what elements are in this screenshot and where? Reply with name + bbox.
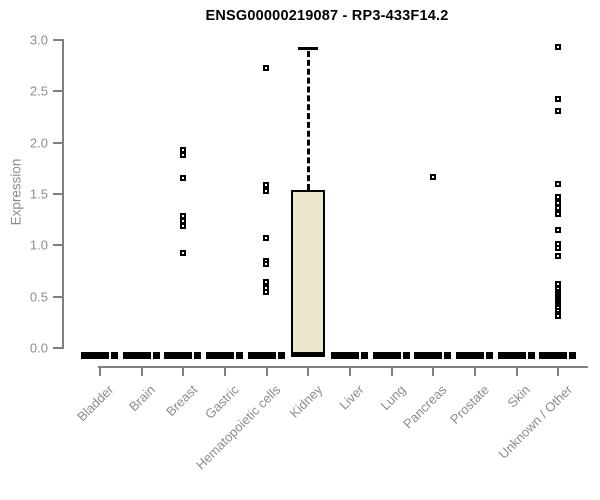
flat-box-at-zero	[81, 352, 109, 359]
y-axis-tick	[53, 244, 62, 247]
outlier-point	[554, 252, 561, 259]
x-axis-tick	[99, 368, 101, 376]
outlier-point	[179, 212, 186, 219]
y-axis-line	[62, 39, 64, 349]
flat-box-cap	[360, 352, 368, 359]
outlier-point	[554, 313, 561, 320]
outlier-point	[179, 249, 186, 256]
outlier-point	[554, 95, 561, 102]
flat-box-cap	[235, 352, 243, 359]
y-axis-tick	[53, 295, 62, 298]
outlier-point	[263, 64, 270, 71]
x-axis-tick	[265, 368, 268, 376]
x-tick-label: Prostate	[446, 382, 492, 427]
x-axis-line	[98, 366, 588, 368]
y-tick-label: 0.5	[29, 289, 48, 305]
chart-title: ENSG00000219087 - RP3-433F14.2	[205, 8, 449, 24]
flat-box-at-zero	[164, 352, 193, 359]
flat-box-cap	[152, 352, 160, 359]
x-axis-tick	[390, 368, 393, 376]
flat-box-at-zero	[122, 352, 151, 359]
flat-box-at-zero	[205, 352, 234, 359]
outlier-point	[263, 235, 270, 242]
x-axis-tick	[223, 368, 226, 376]
outlier-point	[179, 174, 186, 181]
outlier-point	[263, 288, 270, 295]
flat-box-cap	[402, 352, 410, 359]
flat-box-at-zero	[247, 352, 276, 359]
x-axis-tick	[557, 368, 560, 376]
x-tick-label: Lung	[377, 382, 409, 414]
x-tick-label: Breast	[162, 382, 200, 420]
outlier-point	[429, 173, 436, 180]
flat-box-at-zero	[414, 352, 443, 359]
x-axis-tick	[348, 368, 351, 376]
y-axis-tick	[53, 141, 62, 144]
x-tick-label: Gastric	[201, 382, 242, 422]
outlier-point	[554, 226, 561, 233]
outlier-point	[554, 200, 561, 207]
y-tick-label: 2.5	[29, 83, 48, 99]
flat-box-at-zero	[497, 352, 526, 359]
flat-box-cap	[111, 352, 118, 359]
whisker-cap	[298, 47, 319, 51]
y-tick-label: 0.0	[29, 340, 48, 356]
outlier-point	[554, 180, 561, 187]
y-tick-label: 1.5	[29, 186, 48, 202]
outlier-point	[554, 245, 561, 252]
outlier-point	[179, 217, 186, 224]
x-tick-label: Pancreas	[400, 382, 450, 432]
y-axis-tick	[53, 193, 62, 195]
outlier-point	[263, 187, 270, 194]
y-tick-label: 1.0	[29, 237, 48, 253]
flat-box-at-zero	[372, 352, 401, 359]
outlier-point	[554, 44, 561, 51]
outlier-point	[179, 151, 186, 158]
x-axis-tick	[515, 368, 518, 376]
x-axis-tick	[473, 368, 476, 376]
x-tick-label: Unknown / Other	[495, 382, 575, 462]
outlier-point	[554, 194, 561, 201]
box-body	[291, 189, 326, 357]
x-tick-label: Bladder	[74, 382, 117, 425]
flat-box-at-zero	[539, 352, 568, 359]
x-tick-label: Brain	[126, 382, 159, 415]
y-axis-tick	[53, 347, 62, 349]
flat-box-at-zero	[455, 352, 484, 359]
outlier-point	[179, 146, 186, 153]
outlier-point	[554, 205, 561, 212]
upper-whisker	[306, 51, 310, 190]
x-axis-tick	[307, 368, 310, 376]
outlier-point	[554, 210, 561, 217]
y-tick-label: 2.0	[29, 135, 48, 151]
flat-box-at-zero	[330, 352, 359, 359]
x-tick-label: Liver	[336, 382, 367, 413]
outlier-point	[263, 260, 270, 267]
y-tick-label: 3.0	[29, 32, 48, 48]
x-tick-label: Kidney	[286, 382, 325, 421]
x-axis-tick	[140, 368, 143, 376]
flat-box-cap	[277, 352, 285, 359]
x-tick-label: Skin	[504, 382, 534, 411]
flat-box-cap	[569, 352, 577, 359]
y-axis-tick	[53, 90, 62, 93]
outlier-point	[263, 181, 270, 188]
outlier-point	[554, 107, 561, 114]
flat-box-cap	[527, 352, 535, 359]
flat-box-cap	[194, 352, 202, 359]
y-axis-tick	[53, 39, 62, 41]
outlier-point	[554, 281, 561, 288]
flat-box-cap	[444, 352, 452, 359]
outlier-point	[263, 279, 270, 286]
outlier-point	[179, 222, 186, 229]
x-axis-tick	[182, 368, 185, 376]
flat-box-cap	[485, 352, 493, 359]
x-axis-tick	[432, 368, 435, 376]
